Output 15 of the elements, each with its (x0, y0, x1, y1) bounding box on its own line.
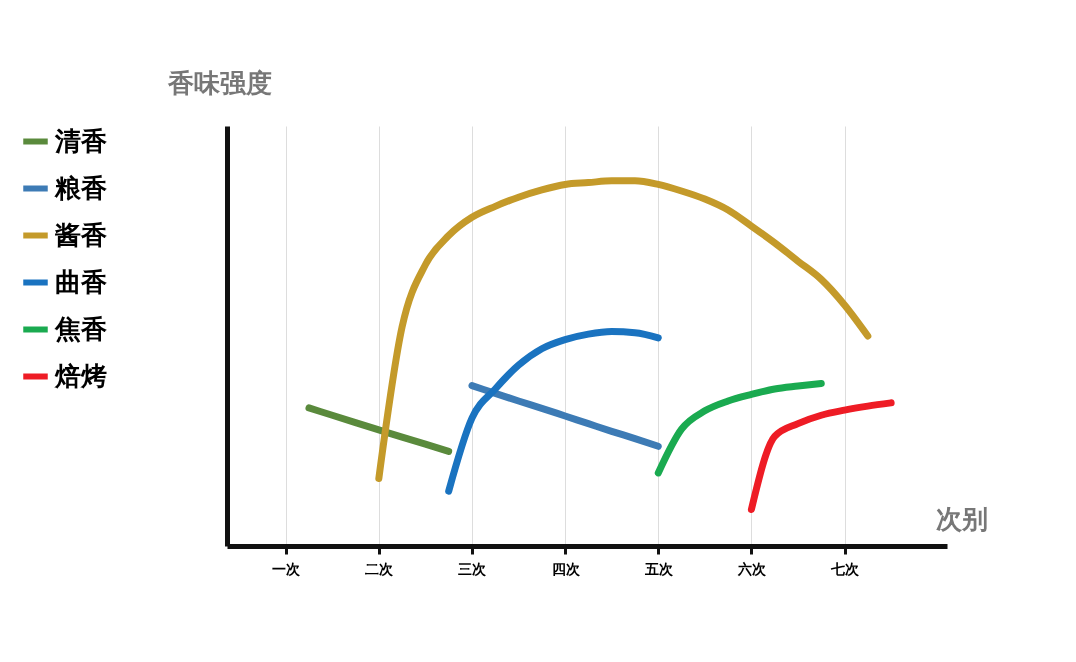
x-tick-label: 一次 (272, 560, 302, 577)
x-axis-title: 次别 (935, 503, 988, 534)
x-tick-label: 六次 (736, 560, 767, 577)
x-tick-label: 三次 (458, 560, 488, 577)
x-tick-label: 七次 (830, 560, 861, 577)
legend-label: 粮香 (54, 172, 107, 203)
legend-label: 曲香 (55, 266, 107, 297)
legend-label: 酱香 (54, 219, 107, 250)
x-tick-label: 二次 (365, 560, 395, 577)
legend-label: 焙烤 (54, 360, 107, 391)
y-axis-title: 香味强度 (166, 67, 272, 98)
legend-label: 焦香 (54, 313, 107, 344)
x-tick-label: 四次 (551, 560, 581, 577)
x-tick-label: 五次 (643, 560, 674, 577)
legend-label: 清香 (54, 125, 107, 156)
